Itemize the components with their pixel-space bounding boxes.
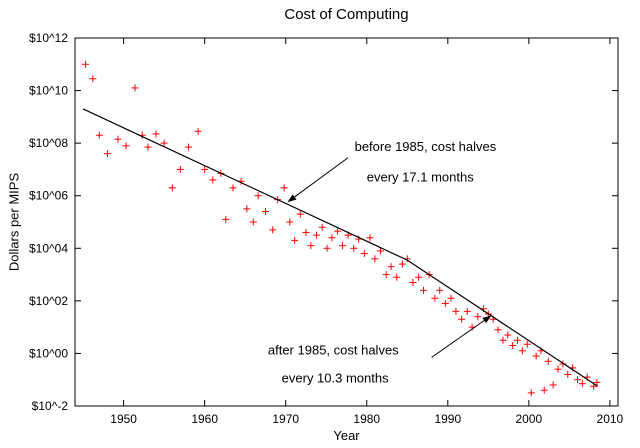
y-tick-label: $10^08: [29, 136, 68, 150]
x-tick-label: 1980: [353, 412, 380, 426]
x-tick-label: 1990: [434, 412, 461, 426]
x-tick-label: 1970: [272, 412, 299, 426]
annotation-arrowhead: [482, 315, 492, 324]
annotation-text: after 1985, cost halves: [268, 343, 399, 358]
y-tick-label: $10^04: [29, 241, 68, 255]
y-tick-label: $10^10: [29, 84, 68, 98]
y-tick-label: $10^12: [29, 31, 68, 45]
annotation-text: every 10.3 months: [282, 370, 389, 385]
x-tick-label: 2000: [515, 412, 542, 426]
annotation-arrowhead: [287, 194, 297, 203]
plot-frame: [74, 37, 619, 407]
annotation-arrow: [294, 157, 349, 198]
chart-title: Cost of Computing: [284, 6, 409, 23]
annotation-arrow: [431, 320, 485, 358]
trend-line: [82, 108, 599, 387]
y-tick-label: $10^-2: [32, 399, 69, 413]
x-tick-label: 1960: [191, 412, 218, 426]
annotation-text: before 1985, cost halves: [355, 139, 497, 154]
annotation-text: every 17.1 months: [367, 169, 474, 184]
x-tick-label: 1950: [110, 412, 137, 426]
x-axis-label: Year: [333, 428, 360, 443]
y-tick-label: $10^02: [29, 294, 68, 308]
x-tick-label: 2010: [597, 412, 624, 426]
y-tick-label: $10^00: [29, 346, 68, 360]
y-tick-label: $10^06: [29, 189, 68, 203]
